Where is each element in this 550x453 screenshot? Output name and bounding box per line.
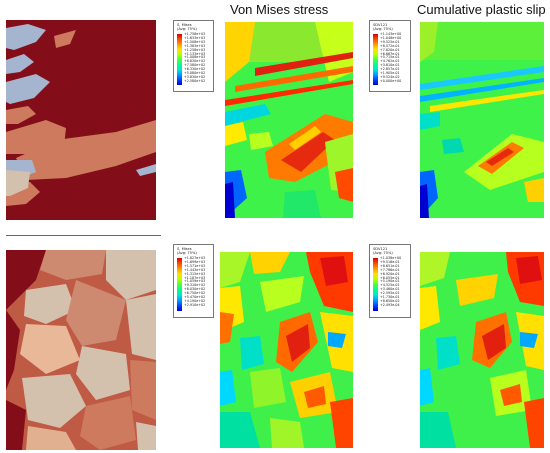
legend-value: +2.910e+02 <box>184 302 206 307</box>
slip-map-top-svg <box>420 22 544 218</box>
legend-value: +6.055e-01 <box>380 275 400 280</box>
stress-map-bottom-svg <box>220 252 353 448</box>
stress-map-bottom <box>220 252 353 448</box>
legend-value: +8.651e-01 <box>380 263 400 268</box>
legend-value: +4.325e-01 <box>380 283 400 288</box>
legend-value: +1.038e+00 <box>380 256 402 260</box>
legend-title: SDV121 (Avg: 75%) <box>373 247 393 256</box>
legend-value: +1.571e+03 <box>184 263 206 268</box>
legend-value: +2.595e-01 <box>380 291 400 296</box>
legend-value: +7.580e+02 <box>184 63 206 68</box>
legend-value: +9.516e-01 <box>380 259 400 264</box>
legend-value: +7.620e-01 <box>380 47 400 52</box>
legend-value: +1.008e+03 <box>184 55 206 60</box>
legend-value: +3.460e-01 <box>380 287 400 292</box>
legend-value: +1.383e+03 <box>184 43 206 48</box>
row-divider <box>6 235 161 236</box>
legend-values: +1.038e+00 +9.516e-01 +8.651e-01 +7.786e… <box>380 256 402 308</box>
legend-value: +4.190e+02 <box>184 298 206 303</box>
plastic-slip-heading: Cumulative plastic slip <box>417 2 546 17</box>
legend-value: +6.667e-01 <box>380 51 400 56</box>
legend-value: +1.133e+03 <box>184 51 206 56</box>
legend-value: +5.080e+02 <box>184 71 206 76</box>
legend-value: +9.525e-01 <box>380 39 400 44</box>
legend-color-bar <box>177 258 182 311</box>
legend-value: +1.315e+03 <box>184 271 206 276</box>
legend-value: +5.470e+02 <box>184 295 206 300</box>
grain-map-top-svg <box>6 20 156 220</box>
legend-value: +1.905e-01 <box>380 71 400 76</box>
legend-value: +4.762e-01 <box>380 59 400 64</box>
legend-title: S, Mises (Avg: 75%) <box>177 247 197 256</box>
legend-values: +1.758e+03 +1.633e+03 +1.508e+03 +1.383e… <box>184 32 206 84</box>
legend-value: +3.810e-01 <box>380 63 400 68</box>
legend-bottom-stress: S, Mises (Avg: 75%) +1.827e+03 +1.699e+0… <box>173 244 214 318</box>
legend-value: +2.580e+02 <box>184 78 206 83</box>
legend-values: +1.143e+00 +1.048e+00 +9.525e-01 +8.572e… <box>380 32 402 84</box>
legend-value: +1.730e-01 <box>380 295 400 300</box>
legend-title: SDV121 (Avg: 75%) <box>373 23 393 32</box>
legend-value: +1.143e+00 <box>380 32 402 36</box>
legend-title: S, Mises (Avg: 75%) <box>177 23 197 32</box>
slip-map-bottom <box>420 252 544 448</box>
legend-value: +9.310e+02 <box>184 283 206 288</box>
legend-top-stress: S, Mises (Avg: 75%) +1.758e+03 +1.633e+0… <box>173 20 214 92</box>
slip-map-bottom-svg <box>420 252 544 448</box>
legend-value: +3.830e+02 <box>184 74 206 79</box>
legend-value: +6.920e-01 <box>380 271 400 276</box>
legend-value: +5.190e-01 <box>380 279 400 284</box>
legend-value: +8.572e-01 <box>380 43 400 48</box>
legend-value: +0.000e+00 <box>380 78 402 83</box>
von-mises-heading: Von Mises stress <box>230 2 329 17</box>
legend-value: +8.830e+02 <box>184 59 206 64</box>
stress-map-top <box>225 22 353 218</box>
legend-value: +8.650e-02 <box>380 298 400 303</box>
legend-color-bar <box>177 34 182 85</box>
legend-value: +1.633e+03 <box>184 35 206 40</box>
legend-value: +6.750e+02 <box>184 291 206 296</box>
legend-value: +1.699e+03 <box>184 259 206 264</box>
legend-color-bar <box>373 258 378 311</box>
legend-bottom-slip: SDV121 (Avg: 75%) +1.038e+00 +9.516e-01 … <box>369 244 411 318</box>
legend-value: +1.187e+03 <box>184 275 206 280</box>
legend-color-bar <box>373 34 378 85</box>
legend-value: +2.857e-01 <box>380 67 400 72</box>
slip-map-top <box>420 22 544 218</box>
legend-value: +1.258e+03 <box>184 47 206 52</box>
stress-map-top-svg <box>225 22 353 218</box>
grain-map-top <box>6 20 156 220</box>
legend-value: +1.059e+03 <box>184 279 206 284</box>
legend-value: +1.827e+03 <box>184 256 206 260</box>
grain-map-bottom <box>6 250 156 450</box>
legend-value: +1.048e+00 <box>380 35 402 40</box>
legend-value: +9.524e-02 <box>380 74 400 79</box>
legend-value: +7.786e-01 <box>380 267 400 272</box>
legend-value: +1.508e+03 <box>184 39 206 44</box>
legend-value: +1.443e+03 <box>184 267 206 272</box>
legend-value: +1.758e+03 <box>184 32 206 36</box>
legend-value: +2.493e-04 <box>380 302 400 307</box>
legend-value: +8.030e+02 <box>184 287 206 292</box>
grain-map-bottom-svg <box>6 250 156 450</box>
legend-top-slip: SDV121 (Avg: 75%) +1.143e+00 +1.048e+00 … <box>369 20 411 92</box>
legend-values: +1.827e+03 +1.699e+03 +1.571e+03 +1.443e… <box>184 256 206 308</box>
legend-value: +5.715e-01 <box>380 55 400 60</box>
legend-value: +6.330e+02 <box>184 67 206 72</box>
